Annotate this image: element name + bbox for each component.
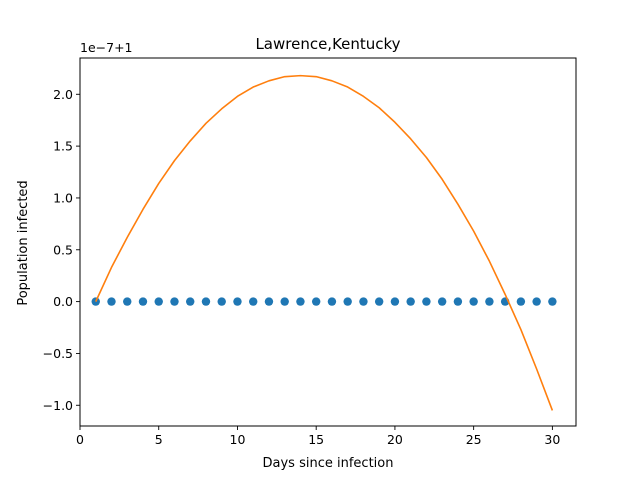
scatter-point xyxy=(422,297,431,306)
x-tick-label: 20 xyxy=(387,432,403,447)
x-tick-label: 0 xyxy=(76,432,84,447)
y-tick-label: 1.0 xyxy=(53,190,73,205)
y-offset-label: 1e−7+1 xyxy=(80,40,133,55)
axes-frame xyxy=(79,57,577,427)
scatter-point xyxy=(311,297,321,306)
scatter-point xyxy=(548,297,557,306)
scatter-point xyxy=(516,297,526,306)
x-tick-label: 30 xyxy=(544,432,560,447)
scatter-point xyxy=(437,297,447,306)
scatter-point xyxy=(123,297,132,306)
scatter-point xyxy=(343,297,352,306)
x-tick-label: 10 xyxy=(230,432,246,447)
scatter-point xyxy=(469,297,478,306)
scatter-point xyxy=(201,297,211,306)
scatter-point xyxy=(485,297,494,306)
scatter-point xyxy=(390,297,400,306)
chart-title: Lawrence,Kentucky xyxy=(255,35,400,53)
scatter-point xyxy=(107,297,116,306)
scatter-point xyxy=(374,297,384,306)
x-tick-label: 5 xyxy=(155,432,163,447)
scatter-point xyxy=(359,297,368,306)
y-tick-label: −1.0 xyxy=(43,398,73,413)
scatter-point xyxy=(327,297,337,306)
series-line xyxy=(95,74,554,411)
scatter-point xyxy=(532,297,541,306)
y-tick-label: −0.5 xyxy=(43,346,73,361)
plot-area xyxy=(91,74,557,411)
scatter-point xyxy=(154,297,163,306)
scatter-point xyxy=(249,297,258,306)
y-tick-label: 1.5 xyxy=(53,139,73,154)
scatter-point xyxy=(186,297,195,306)
scatter-point xyxy=(217,297,226,306)
y-tick-label: 0.5 xyxy=(53,242,73,257)
x-tick-label: 15 xyxy=(308,432,324,447)
axis-ticks: 0 5 10 15 20 25 30 −1.0 −0.5 0.0 0.5 1.0 1.5 2.0 xyxy=(43,87,561,447)
scatter-point xyxy=(170,297,179,306)
scatter-point xyxy=(264,297,274,306)
x-tick-label: 25 xyxy=(466,432,482,447)
scatter-point xyxy=(138,297,148,306)
scatter-point xyxy=(406,297,415,306)
x-axis-label: Days since infection xyxy=(263,456,394,471)
y-tick-label: 2.0 xyxy=(53,87,73,102)
y-axis-label: Population infected xyxy=(16,180,31,305)
scatter-point xyxy=(280,297,289,306)
scatter-point xyxy=(296,297,305,306)
scatter-point xyxy=(233,297,242,306)
y-tick-label: 0.0 xyxy=(53,294,73,309)
scatter-point xyxy=(453,297,463,306)
